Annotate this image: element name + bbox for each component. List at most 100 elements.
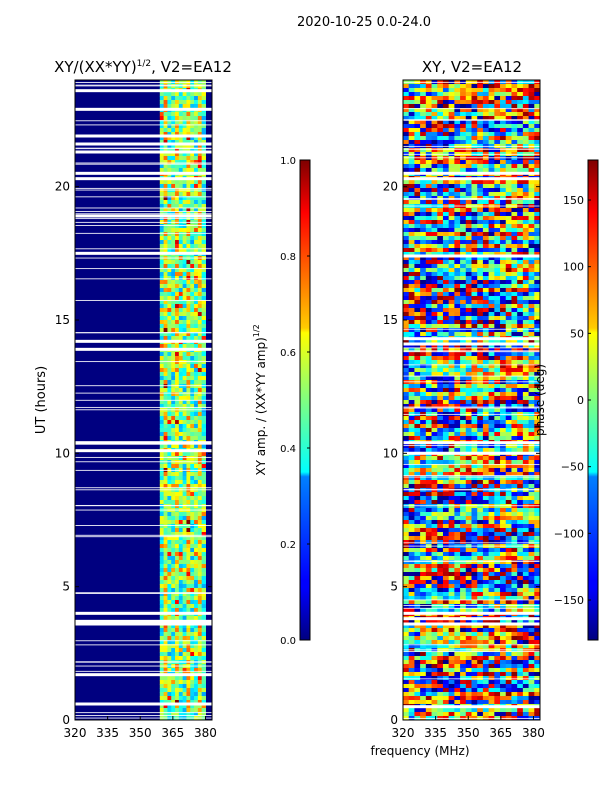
left-heat-cell: [182, 460, 187, 465]
left-heat-cell: [194, 244, 199, 249]
right-heat-cell: [477, 100, 484, 105]
left-heat-cell: [167, 636, 172, 641]
left-data-gap-thin: [75, 221, 212, 223]
right-heat-cell: [425, 376, 433, 381]
right-heat-cell: [522, 436, 530, 441]
left-heat-cell: [190, 600, 195, 605]
right-heat-cell: [442, 504, 450, 509]
right-heat-cell: [534, 128, 540, 133]
right-heat-cell: [431, 436, 438, 441]
right-heat-cell: [534, 316, 540, 321]
right-heat-cell: [517, 268, 524, 273]
right-heat-cell: [488, 552, 495, 557]
right-heat-cell: [460, 396, 467, 401]
left-heat-cell: [178, 472, 184, 477]
right-heat-cell: [522, 272, 530, 277]
right-heat-cell: [442, 316, 450, 321]
left-heat-cell: [186, 328, 191, 333]
left-heat-cell: [186, 556, 191, 561]
right-heat-cell: [494, 372, 501, 377]
left-heat-cell: [182, 588, 187, 593]
right-heat-cell: [528, 316, 535, 321]
left-cbar-tick-label: 1.0: [280, 156, 296, 167]
right-heat-cell: [528, 432, 535, 437]
right-heat-cell: [414, 140, 421, 145]
left-data-gap-thin: [75, 187, 212, 189]
left-heat-cell: [182, 156, 187, 161]
left-heat-cell: [197, 556, 203, 561]
right-heat-cell: [431, 356, 438, 361]
right-heat-cell: [505, 332, 512, 337]
left-heat-cell: [171, 384, 176, 389]
left-heat-cell: [163, 132, 168, 137]
right-heat-cell: [448, 284, 455, 289]
left-heat-cell: [201, 512, 206, 517]
right-heat-cell: [482, 512, 490, 517]
left-heat-cell: [175, 436, 180, 441]
right-heat-cell: [471, 224, 478, 229]
left-heat-cell: [163, 288, 168, 293]
right-heat-cell: [403, 252, 410, 257]
right-heat-cell: [408, 268, 415, 273]
right-heat-cell: [517, 516, 524, 521]
left-heat-cell: [186, 244, 191, 249]
left-heat-cell: [175, 600, 180, 605]
left-heat-cell: [171, 324, 176, 329]
left-heat-cell: [190, 556, 195, 561]
right-heat-cell: [431, 256, 438, 261]
left-heat-cell: [163, 704, 168, 709]
right-heat-cell: [494, 96, 501, 101]
left-heat-cell: [201, 292, 206, 297]
left-data-gap-thin: [75, 257, 212, 259]
left-heat-cell: [178, 556, 184, 561]
right-heat-cell: [528, 376, 535, 381]
left-heat-cell: [186, 232, 191, 237]
right-heat-cell: [534, 368, 540, 373]
left-heat-cell: [182, 100, 187, 105]
right-heat-cell: [471, 456, 478, 461]
left-data-gap-thin: [75, 509, 212, 511]
right-heat-cell: [534, 212, 540, 217]
right-heat-cell: [442, 248, 450, 253]
left-heat-cell: [197, 680, 203, 685]
right-heat-cell: [454, 304, 461, 309]
left-heat-cell: [201, 304, 206, 309]
right-heat-cell: [488, 400, 495, 405]
left-heat-cell: [159, 324, 165, 329]
left-heat-cell: [190, 332, 195, 337]
right-heat-cell: [505, 404, 512, 409]
right-heat-cell: [437, 308, 444, 313]
right-heat-cell: [482, 540, 490, 545]
left-heat-cell: [171, 328, 176, 333]
right-heat-cell: [442, 396, 450, 401]
left-heat-cell: [159, 552, 165, 557]
right-heat-cell: [517, 432, 524, 437]
right-heat-cell: [522, 160, 530, 165]
left-heat-cell: [190, 528, 195, 533]
left-data-gap: [75, 622, 212, 626]
right-heat-cell: [465, 528, 472, 533]
right-heat-cell: [522, 364, 530, 369]
right-heat-cell: [471, 356, 478, 361]
right-heat-cell: [471, 160, 478, 165]
left-heat-cell: [194, 600, 199, 605]
right-heat-cell: [505, 100, 512, 105]
right-heat-cell: [420, 180, 427, 185]
right-heat-cell: [511, 524, 518, 529]
right-heat-cell: [517, 228, 524, 233]
right-heat-cell: [420, 104, 427, 109]
right-heat-cell: [471, 404, 478, 409]
left-heat-cell: [163, 280, 168, 285]
left-heat-cell: [175, 132, 180, 137]
right-heat-cell: [408, 320, 415, 325]
left-heat-cell: [182, 456, 187, 461]
right-heat-cell: [454, 400, 461, 405]
right-heat-cell: [403, 376, 410, 381]
left-heat-cell: [186, 148, 191, 153]
right-heat-cell: [408, 216, 415, 221]
right-heat-cell: [437, 484, 444, 489]
right-heat-cell: [494, 332, 501, 337]
right-heat-cell: [494, 128, 501, 133]
left-heat-cell: [167, 336, 172, 341]
right-heat-cell: [500, 300, 507, 305]
